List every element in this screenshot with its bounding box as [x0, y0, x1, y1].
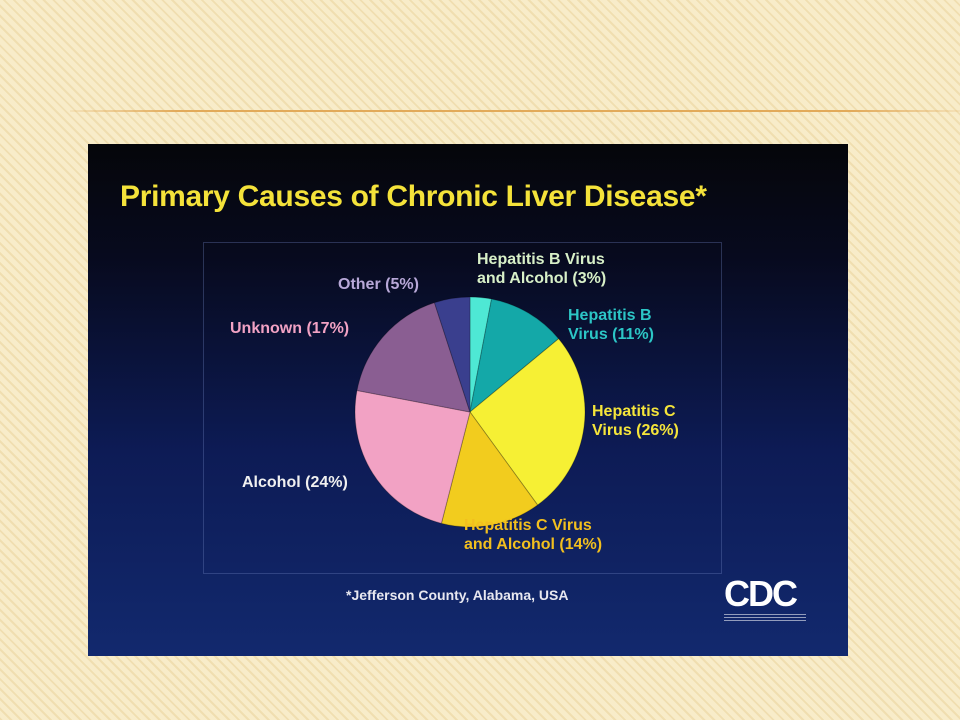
- pie-label-line: Virus (11%): [568, 326, 654, 343]
- pie-slice-3: [440, 410, 539, 528]
- pie-label-line: and Alcohol (14%): [464, 536, 602, 553]
- pie-slice-0: [469, 296, 493, 413]
- pie-label-line: Hepatitis B: [568, 307, 652, 324]
- pie-label-line: Other (5%): [338, 276, 419, 293]
- pie-label-line: Unknown (17%): [230, 320, 349, 337]
- pie-label-5: Unknown (17%): [230, 320, 349, 337]
- cdc-logo: CDC: [724, 573, 806, 621]
- pie-label-line: Hepatitis B Virus: [477, 251, 605, 268]
- pie-label-line: Hepatitis C: [592, 403, 676, 420]
- pie-slice-2: [469, 337, 586, 506]
- pie-slice-1: [469, 298, 560, 414]
- pie-label-line: Alcohol (24%): [242, 474, 348, 491]
- pie-label-0: Hepatitis B Virus and Alcohol (3%): [477, 251, 606, 287]
- pie-label-2: Hepatitis C Virus (26%): [592, 403, 679, 439]
- pie-label-6: Other (5%): [338, 276, 419, 293]
- chart-title: Primary Causes of Chronic Liver Disease*: [120, 180, 707, 213]
- chart-image: Primary Causes of Chronic Liver Disease*…: [88, 144, 848, 656]
- pie-slice-5: [356, 301, 471, 413]
- pie-slice-4: [354, 389, 471, 524]
- chart-footnote: *Jefferson County, Alabama, USA: [346, 587, 569, 603]
- pie-label-line: and Alcohol (3%): [477, 270, 606, 287]
- cdc-logo-underlines: [724, 614, 806, 621]
- plot-frame: [203, 242, 722, 574]
- cdc-logo-text: CDC: [724, 573, 798, 614]
- pie-label-line: Hepatitis C Virus: [464, 517, 592, 534]
- pie-slice-6: [433, 296, 471, 413]
- pie-label-1: Hepatitis B Virus (11%): [568, 307, 654, 343]
- title-divider-line: [70, 110, 960, 112]
- pie-chart: Hepatitis B Virus and Alcohol (3%)Hepatit…: [230, 251, 679, 553]
- pie-label-4: Alcohol (24%): [242, 474, 348, 491]
- pie-label-line: Virus (26%): [592, 422, 679, 439]
- pie-label-3: Hepatitis C Virus and Alcohol (14%): [464, 517, 602, 553]
